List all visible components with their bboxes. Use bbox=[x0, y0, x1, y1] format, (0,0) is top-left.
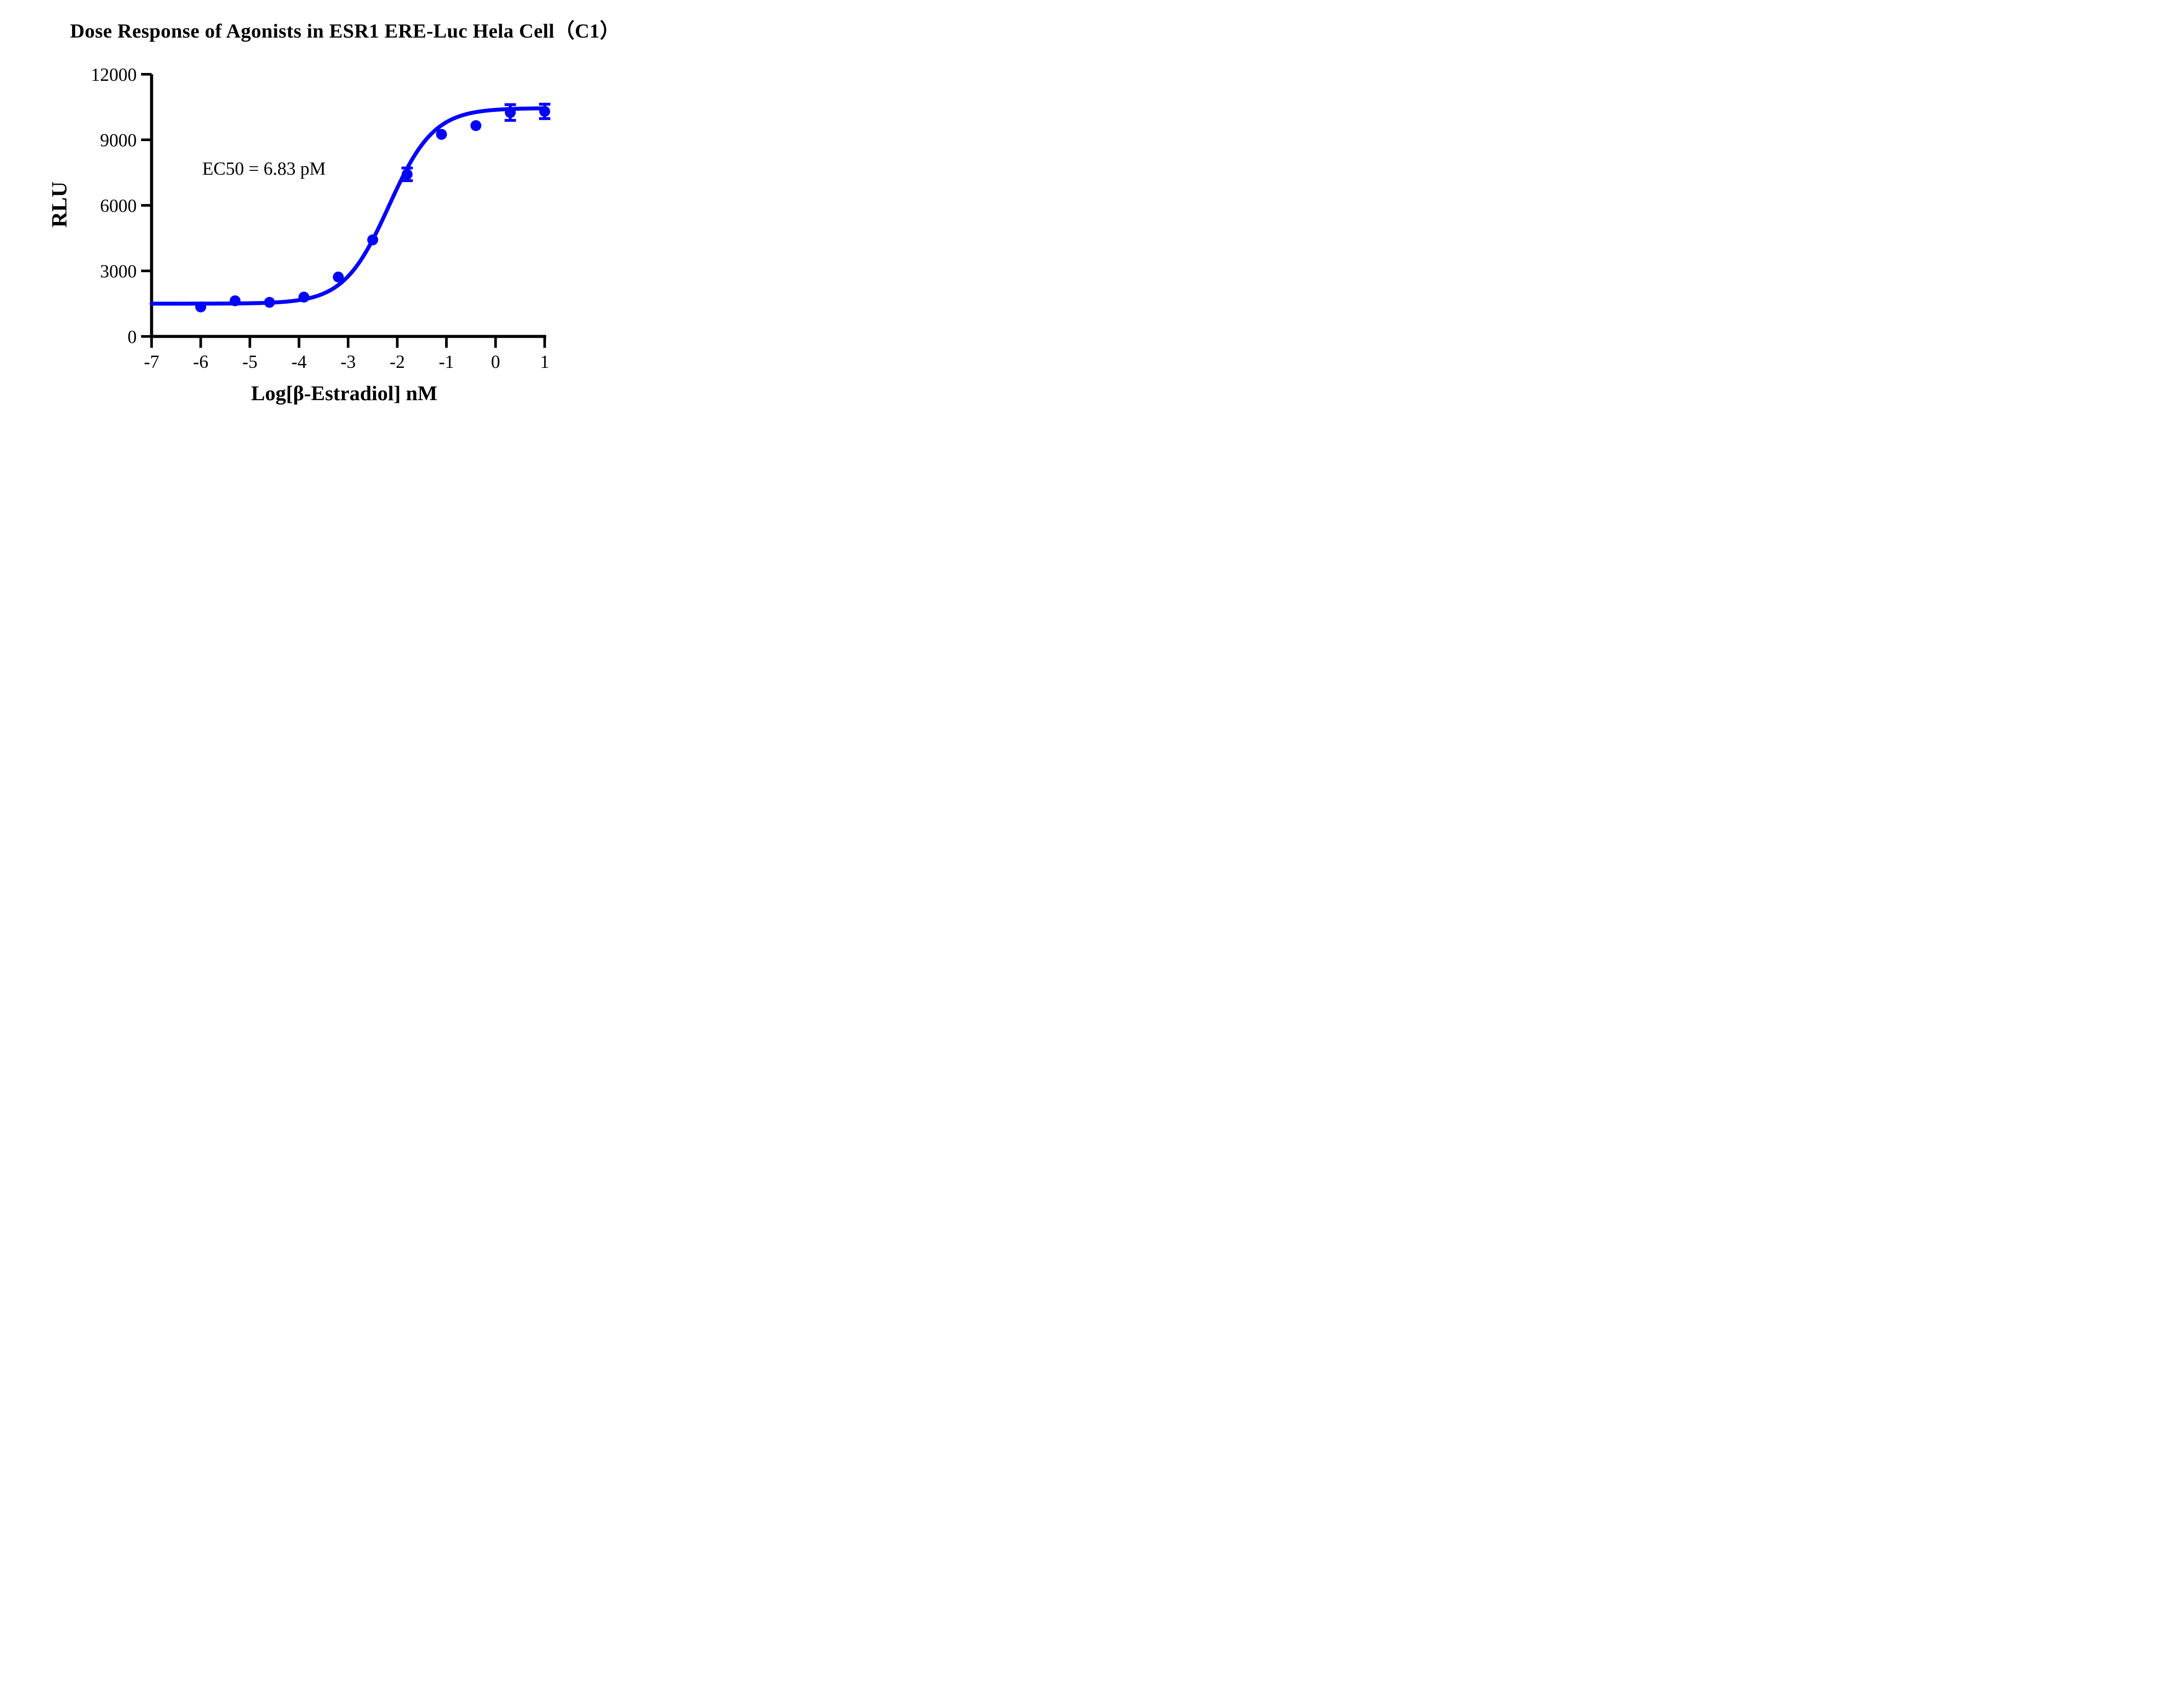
data-point bbox=[195, 301, 206, 312]
data-point bbox=[505, 107, 516, 118]
dose-response-plot: 0 3000 6000 9000 12000 -7 -6 -5 -4 -3 -2 -1 0 1 EC50 … bbox=[47, 65, 550, 405]
x-tick-label: 1 bbox=[540, 352, 549, 372]
data-point bbox=[367, 234, 378, 246]
y-tick-label: 6000 bbox=[100, 196, 137, 216]
x-tick-label: -5 bbox=[242, 352, 258, 372]
data-point bbox=[539, 106, 550, 117]
x-axis-title: Log[β-Estradiol] nM bbox=[251, 382, 438, 405]
data-point bbox=[436, 129, 447, 140]
data-point bbox=[264, 297, 275, 308]
y-axis-title: RLU bbox=[47, 181, 71, 228]
x-tick-label: -4 bbox=[291, 352, 307, 372]
chart-title: Dose Response of Agonists in ESR1 ERE-Lu… bbox=[70, 20, 620, 42]
data-point bbox=[298, 291, 310, 303]
x-tick-label: -2 bbox=[390, 352, 405, 372]
x-tick-label: -7 bbox=[144, 352, 159, 372]
x-tick-label: -6 bbox=[193, 352, 208, 372]
data-point bbox=[229, 295, 241, 306]
x-tick-label: -3 bbox=[341, 352, 356, 372]
fit-curve bbox=[149, 106, 547, 306]
data-point bbox=[333, 271, 344, 283]
x-tick-label: -1 bbox=[439, 352, 454, 372]
y-tick-label: 9000 bbox=[100, 131, 137, 151]
data-point bbox=[470, 120, 481, 131]
y-tick-label: 0 bbox=[128, 327, 137, 347]
plot-generated-layer: 0 3000 6000 9000 12000 -7 -6 -5 -4 -3 -2 -1 0 1 bbox=[91, 65, 550, 372]
chart-canvas: Dose Response of Agonists in ESR1 ERE-Lu… bbox=[0, 0, 690, 421]
ec50-annotation: EC50 = 6.83 pM bbox=[202, 159, 326, 179]
y-tick-label: 3000 bbox=[100, 262, 137, 282]
y-tick-label: 12000 bbox=[91, 65, 137, 85]
data-point bbox=[401, 169, 413, 180]
x-tick-label: 0 bbox=[491, 352, 500, 372]
